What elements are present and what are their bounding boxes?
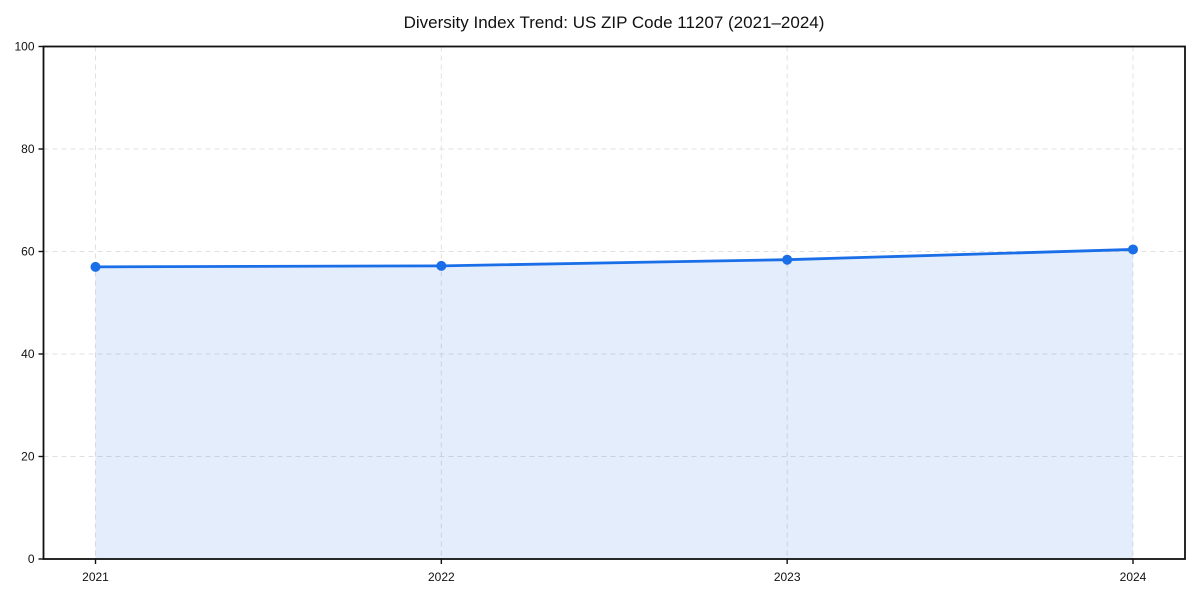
x-tick-label-2021: 2021 [82, 570, 109, 584]
y-tick-label-0: 0 [28, 552, 35, 566]
x-tick-label-2024: 2024 [1120, 570, 1147, 584]
y-tick-label-40: 40 [21, 347, 35, 361]
y-tick-label-60: 60 [21, 245, 35, 259]
plot-border [42, 45, 1186, 560]
y-tick-label-80: 80 [21, 142, 35, 156]
trend-line [94, 248, 1135, 269]
data-point-2023 [782, 254, 793, 265]
x-tick-label-2023: 2023 [774, 570, 801, 584]
y-tick-label-20: 20 [21, 450, 35, 464]
chart-title: Diversity Index Trend: US ZIP Code 11207… [403, 13, 825, 32]
y-tick-label-100: 100 [14, 40, 34, 54]
x-tick-label-2022: 2022 [428, 570, 455, 584]
data-point-2021 [90, 261, 101, 272]
data-point-2024 [1128, 244, 1138, 255]
area-fill [95, 249, 1133, 559]
data-point-2022 [436, 260, 447, 271]
